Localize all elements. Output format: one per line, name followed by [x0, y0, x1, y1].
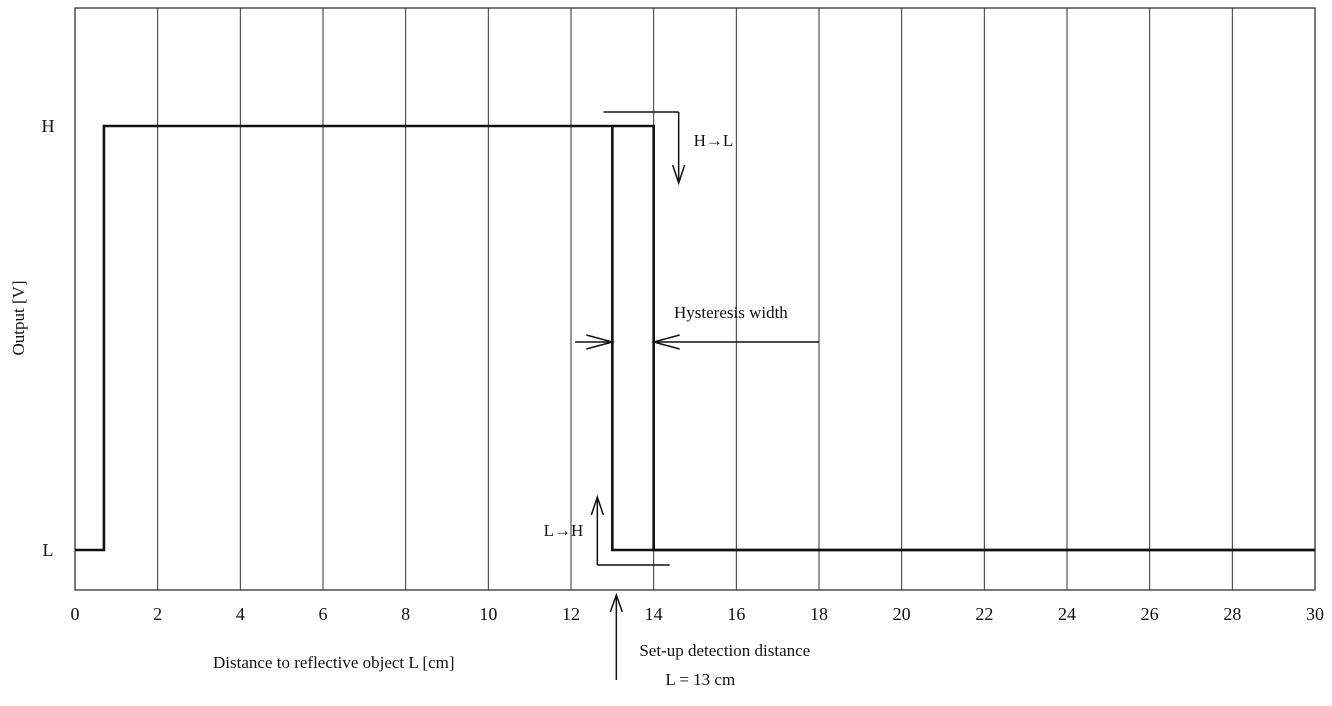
- lh-arrow-head: [590, 494, 605, 516]
- x-tick-26: 26: [1141, 604, 1159, 624]
- annotation-l-to-h: L→H: [544, 521, 584, 540]
- annotations: H→L L→H Hysteresis width Set-up detectio…: [544, 111, 819, 689]
- series: [75, 124, 1315, 552]
- x-tick-0: 0: [71, 604, 80, 624]
- annotation-setup-value: L = 13 cm: [665, 670, 735, 689]
- x-tick-24: 24: [1058, 604, 1076, 624]
- annotation-setup-distance: Set-up detection distance: [639, 641, 810, 660]
- grid-lines: [157, 8, 1233, 590]
- annotation-h-to-l: H→L: [694, 131, 734, 150]
- x-tick-28: 28: [1223, 604, 1241, 624]
- setup-arrow-head: [609, 592, 624, 613]
- hyst-left-head: [586, 334, 616, 350]
- x-tick-2: 2: [153, 604, 162, 624]
- x-tick-4: 4: [236, 604, 245, 624]
- hyst-right-head: [650, 334, 680, 350]
- x-tick-18: 18: [810, 604, 828, 624]
- x-tick-6: 6: [319, 604, 328, 624]
- y-level-H: H: [42, 116, 55, 136]
- annotation-hysteresis-width: Hysteresis width: [674, 303, 788, 322]
- x-tick-14: 14: [645, 604, 663, 624]
- plot-frame: [74, 7, 1316, 591]
- x-tick-22: 22: [975, 604, 993, 624]
- x-tick-30: 30: [1306, 604, 1324, 624]
- x-axis-label: Distance to reflective object L [cm]: [213, 653, 455, 672]
- x-tick-8: 8: [401, 604, 410, 624]
- series-0-line: [75, 124, 1315, 552]
- x-tick-10: 10: [479, 604, 497, 624]
- x-tick-20: 20: [893, 604, 911, 624]
- y-axis-label: Output [V]: [9, 280, 28, 355]
- x-tick-labels: 0 2 4 6 8 10 12 14 16 18 20 22 24 26 28 30: [71, 604, 1325, 624]
- hl-arrow-head: [671, 164, 686, 186]
- x-tick-12: 12: [562, 604, 580, 624]
- y-level-labels: LH: [42, 116, 55, 560]
- x-tick-16: 16: [727, 604, 745, 624]
- y-level-L: L: [43, 540, 54, 560]
- series-1-line: [611, 126, 1315, 552]
